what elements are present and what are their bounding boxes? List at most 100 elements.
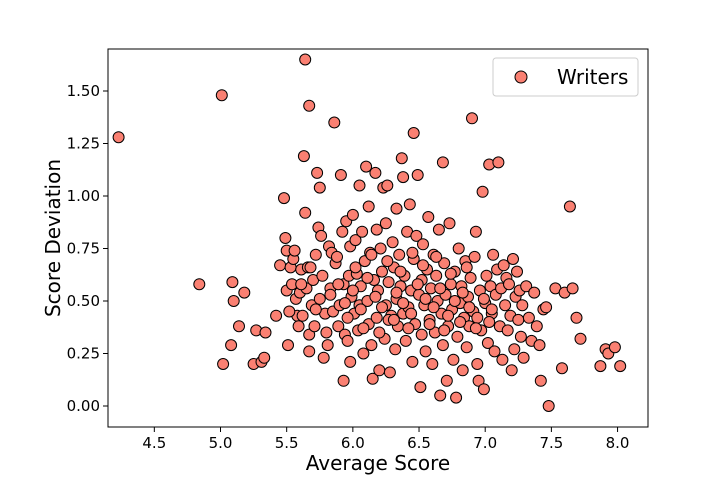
data-point: [379, 217, 392, 230]
data-point: [464, 271, 477, 284]
data-point: [299, 53, 312, 66]
data-point: [357, 347, 370, 360]
data-point: [406, 246, 419, 259]
data-point: [389, 343, 402, 356]
data-point: [594, 360, 607, 373]
data-point: [259, 326, 272, 339]
data-point: [444, 267, 457, 280]
data-points: [112, 53, 627, 412]
x-tick-label: 6.5: [407, 434, 431, 452]
data-point: [476, 185, 489, 198]
data-point: [303, 328, 316, 341]
data-point: [381, 179, 394, 192]
data-point: [337, 374, 350, 387]
data-point: [483, 316, 496, 328]
data-point: [328, 116, 341, 129]
data-point: [454, 316, 467, 328]
data-point: [376, 265, 388, 278]
data-point: [514, 330, 527, 343]
data-point: [556, 362, 568, 375]
data-point: [292, 320, 305, 333]
y-axis-label: Score Deviation: [41, 159, 65, 317]
data-point: [308, 320, 321, 333]
data-point: [357, 322, 370, 335]
data-point: [382, 276, 395, 289]
data-point: [270, 309, 283, 322]
data-point: [238, 286, 251, 299]
data-point: [542, 400, 555, 412]
data-point: [313, 181, 326, 194]
data-point: [282, 339, 294, 352]
data-point: [344, 355, 357, 368]
data-point: [501, 324, 514, 337]
data-point: [315, 229, 328, 242]
x-axis-ticks: 4.5 5.0 5.5 6.0 6.5 7.0 7.5 8.0: [142, 427, 629, 452]
data-point: [288, 244, 301, 257]
data-point: [422, 211, 435, 223]
x-tick-label: 5.5: [275, 434, 299, 452]
data-point: [427, 301, 440, 314]
data-point: [217, 358, 230, 370]
data-point: [365, 339, 378, 352]
data-point: [522, 311, 535, 324]
data-point: [227, 295, 240, 307]
data-point: [193, 278, 206, 291]
data-point: [410, 229, 423, 242]
data-point: [520, 280, 533, 293]
data-point: [450, 391, 463, 404]
data-point: [341, 311, 354, 324]
y-tick-label: 0.75: [67, 240, 100, 258]
data-point: [517, 351, 530, 364]
data-point: [540, 301, 553, 314]
data-point: [336, 225, 349, 238]
data-point: [411, 278, 424, 291]
data-point: [376, 301, 388, 314]
data-point: [419, 292, 432, 305]
data-point: [317, 351, 330, 364]
data-point: [233, 320, 245, 333]
data-point: [303, 99, 316, 112]
data-point: [283, 305, 296, 318]
data-point: [373, 326, 386, 339]
legend-marker: [514, 70, 528, 84]
data-point: [320, 326, 333, 339]
data-point: [366, 372, 379, 385]
data-point: [399, 334, 412, 347]
data-point: [406, 355, 419, 368]
y-tick-label: 0.25: [67, 345, 100, 363]
data-point: [334, 169, 347, 181]
data-point: [353, 179, 366, 192]
data-point: [570, 311, 583, 324]
data-point: [258, 351, 271, 364]
data-point: [324, 288, 337, 301]
legend: Writers: [492, 57, 639, 97]
data-point: [402, 322, 415, 335]
data-point: [405, 307, 418, 320]
data-point: [303, 345, 316, 358]
data-point: [499, 299, 512, 312]
data-point: [530, 320, 543, 333]
data-point: [574, 332, 587, 345]
data-point: [299, 206, 312, 219]
data-point: [361, 271, 374, 284]
data-point: [393, 248, 406, 261]
data-point: [496, 353, 509, 366]
data-point: [488, 345, 501, 358]
data-point: [512, 313, 525, 326]
data-point: [430, 250, 443, 263]
data-point: [608, 341, 621, 354]
data-point: [492, 156, 505, 169]
plot-frame: [107, 48, 649, 428]
data-point: [477, 292, 490, 305]
data-point: [390, 202, 403, 215]
data-point: [456, 286, 469, 299]
data-point: [436, 339, 449, 352]
y-tick-label: 0.00: [67, 397, 100, 415]
data-point: [313, 292, 326, 305]
x-tick-label: 8.0: [606, 434, 630, 452]
data-point: [438, 324, 451, 337]
data-point: [354, 303, 367, 316]
data-point: [516, 299, 529, 312]
x-tick-label: 4.5: [142, 434, 166, 452]
data-point: [419, 345, 432, 358]
